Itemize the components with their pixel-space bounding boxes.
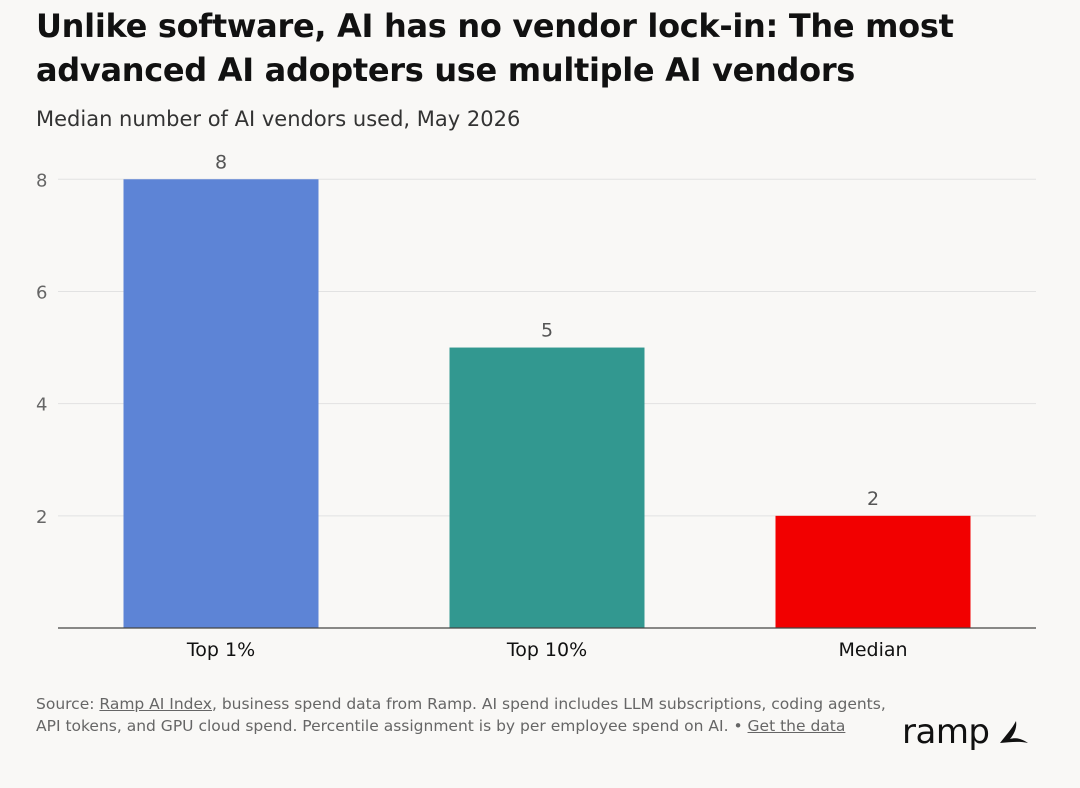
x-tick-label-2: Median xyxy=(838,639,907,661)
ramp-logo-icon xyxy=(999,721,1028,743)
bar-0 xyxy=(123,179,319,628)
y-tick-label-8: 8 xyxy=(36,170,47,191)
x-tick-label-1: Top 10% xyxy=(506,639,587,661)
y-tick-label-2: 2 xyxy=(36,507,47,528)
data-label-1: 5 xyxy=(541,320,553,342)
source-note: Source: Ramp AI Index, business spend da… xyxy=(36,693,886,737)
ramp-logo: ramp xyxy=(902,712,1032,752)
x-tick-label-0: Top 1% xyxy=(186,639,255,661)
data-label-2: 2 xyxy=(867,488,879,510)
chart-title: Unlike software, AI has no vendor lock-i… xyxy=(36,7,954,89)
bar-1 xyxy=(449,347,645,628)
source-description: , business spend data from Ramp. AI spen… xyxy=(36,695,886,735)
ramp-logo-text: ramp xyxy=(902,712,990,752)
bar-chart: 2 4 6 8 8 Top 1% 5 Top 10% 2 Median xyxy=(36,151,1036,661)
y-tick-label-4: 4 xyxy=(36,395,47,416)
bar-2 xyxy=(775,515,971,628)
source-prefix: Source: xyxy=(36,695,100,713)
ramp-ai-index-link[interactable]: Ramp AI Index xyxy=(99,695,212,713)
get-the-data-link[interactable]: Get the data xyxy=(747,717,846,735)
data-label-0: 8 xyxy=(215,151,227,173)
chart-subtitle: Median number of AI vendors used, May 20… xyxy=(36,107,521,131)
y-tick-label-6: 6 xyxy=(36,282,47,303)
